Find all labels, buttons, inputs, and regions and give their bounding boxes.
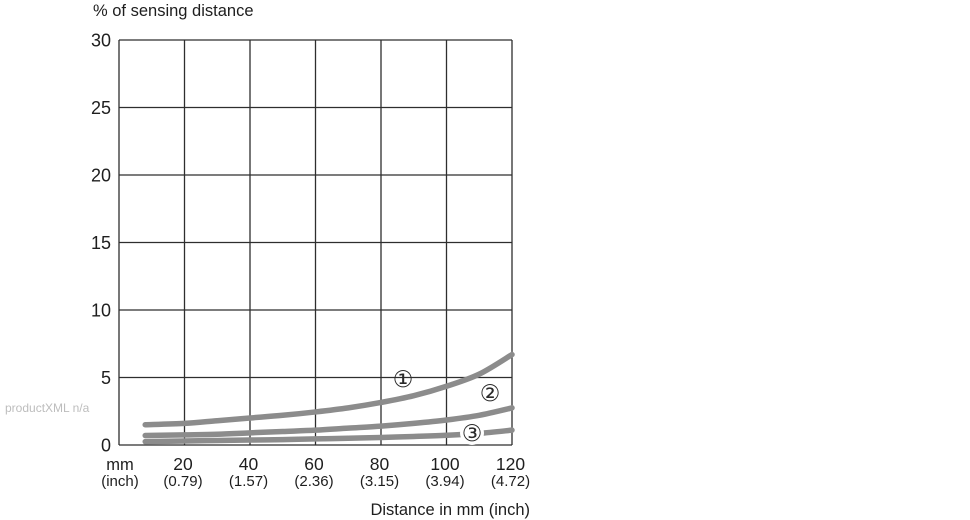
x-tick-sublabel: (3.15)	[360, 473, 399, 490]
y-tick-label: 5	[101, 368, 111, 388]
series-label-3: ③	[462, 421, 483, 447]
curves	[142, 351, 515, 445]
x-tick-label: 80	[370, 454, 390, 474]
series-label-2: ②	[480, 381, 501, 407]
grid	[118, 39, 513, 446]
x-tick-label: 20	[173, 454, 193, 474]
x-tick-label: 40	[239, 454, 259, 474]
x-tick-labels: 20(0.79) 40(1.57) 60(2.36) 80(3.15) 100(3.94…	[163, 454, 530, 490]
y-axis-title: % of sensing distance	[93, 2, 254, 20]
series-line-2	[142, 405, 515, 439]
x-tick-sublabel: (1.57)	[229, 473, 268, 490]
x-axis-title: Distance in mm (inch)	[370, 501, 530, 519]
x-tick-label: 100	[430, 454, 459, 474]
x-tick-sublabel: (4.72)	[491, 473, 530, 490]
series-label-1: ①	[393, 367, 414, 393]
y-tick-label: 25	[91, 98, 111, 118]
y-tick-label: 20	[91, 165, 111, 185]
watermark: productXML n/a	[5, 401, 90, 415]
x-tick-sublabel: (0.79)	[163, 473, 202, 490]
series-line-1	[142, 351, 515, 428]
x-tick-label: 120	[496, 454, 525, 474]
series-line-3	[142, 427, 515, 445]
x-unit-sublabel: (inch)	[101, 473, 139, 490]
x-tick-sublabel: (2.36)	[294, 473, 333, 490]
series-label-background	[460, 421, 484, 445]
y-tick-label: 0	[101, 435, 111, 455]
x-unit-label: mm	[106, 456, 134, 474]
y-tick-labels: 0 5 10 15 20 25 30	[91, 30, 111, 455]
y-tick-label: 15	[91, 233, 111, 253]
y-tick-label: 30	[91, 30, 111, 50]
series-labels: ① ② ③	[393, 367, 501, 447]
x-tick-label: 60	[304, 454, 324, 474]
y-tick-label: 10	[91, 300, 111, 320]
x-tick-sublabel: (3.94)	[425, 473, 464, 490]
